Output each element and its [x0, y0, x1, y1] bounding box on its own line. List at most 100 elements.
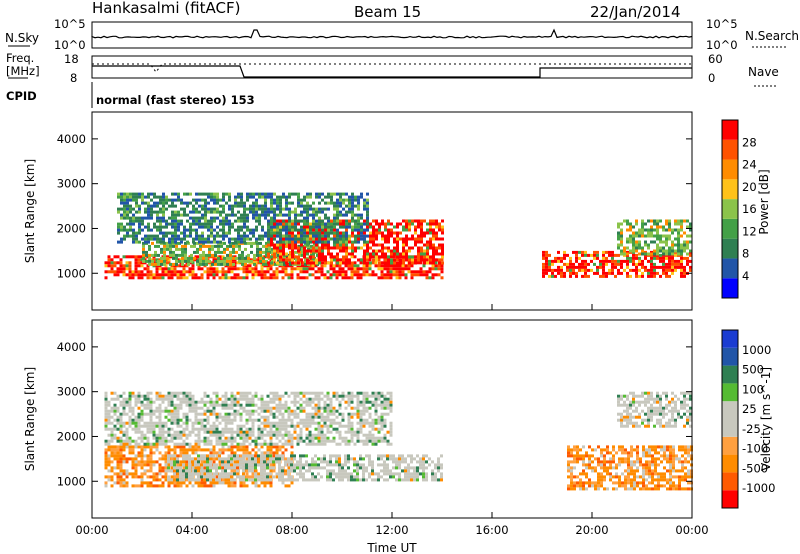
power-cell [294, 192, 297, 196]
power-cell [656, 256, 659, 260]
velocity-cell [155, 436, 159, 440]
velocity-cell [266, 415, 270, 419]
velocity-cell [290, 460, 293, 464]
power-cell [173, 270, 177, 274]
velocity-cell [137, 427, 141, 431]
power-cell [255, 219, 258, 223]
power-cell [366, 219, 369, 223]
velocity-cell [293, 394, 297, 398]
velocity-cell [284, 400, 288, 404]
velocity-cell [197, 454, 200, 458]
power-cell [300, 225, 303, 229]
velocity-cell [221, 460, 224, 464]
power-cell [351, 213, 354, 217]
velocity-cell [188, 466, 191, 470]
velocity-cell [245, 394, 249, 398]
velocity-cell [347, 457, 350, 461]
velocity-cell [230, 430, 234, 434]
power-cell [284, 273, 288, 277]
velocity-cell [209, 454, 212, 458]
power-cell [369, 237, 372, 241]
velocity-cell [215, 418, 219, 422]
velocity-cell [413, 472, 416, 476]
power-cell [399, 222, 402, 226]
power-cell [192, 198, 195, 202]
velocity-cell [290, 424, 294, 428]
power-cell [671, 243, 674, 247]
velocity-cell [122, 442, 126, 446]
velocity-cell [287, 463, 291, 467]
power-cell [354, 213, 357, 217]
power-cell [384, 252, 387, 256]
power-cell [199, 253, 202, 257]
velocity-cell [227, 418, 231, 422]
velocity-cell [146, 445, 150, 449]
power-cell [659, 265, 662, 269]
velocity-cell [128, 400, 132, 404]
power-cell [680, 252, 683, 256]
power-cell [354, 237, 357, 241]
power-cell [172, 253, 175, 257]
power-cell [252, 195, 255, 199]
power-cell [419, 261, 423, 265]
velocity-cell [188, 442, 192, 446]
power-cell [668, 259, 671, 263]
velocity-cell [206, 442, 210, 446]
power-cell [294, 216, 297, 220]
power-cell [393, 246, 396, 250]
velocity-cell [410, 454, 413, 458]
power-cell [308, 273, 312, 277]
velocity-cell [431, 472, 434, 476]
power-cell [380, 264, 384, 268]
power-cell [584, 253, 587, 257]
velocity-cell [224, 415, 228, 419]
velocity-cell [116, 427, 120, 431]
power-cell [321, 228, 324, 232]
power-cell [148, 244, 151, 248]
power-cell [614, 262, 617, 266]
power-cell [338, 264, 342, 268]
power-cell [414, 240, 417, 244]
velocity-cell [275, 472, 279, 476]
power-cell [206, 267, 210, 271]
power-cell [410, 273, 414, 277]
power-cell [315, 213, 318, 217]
velocity-cell [128, 394, 132, 398]
power-cell [279, 258, 282, 262]
velocity-cell [338, 460, 341, 464]
velocity-cell [176, 475, 180, 479]
power-cell [363, 261, 366, 265]
power-cell [638, 228, 641, 232]
power-cell [426, 249, 429, 253]
power-cell [377, 276, 381, 280]
power-cell [171, 210, 174, 214]
velocity-cell [194, 421, 198, 425]
power-cell [641, 274, 644, 278]
power-cell [674, 249, 677, 253]
power-cell [417, 222, 420, 226]
velocity-cell [293, 409, 297, 413]
power-cell [303, 246, 306, 250]
power-cell [270, 207, 273, 211]
velocity-cell [281, 472, 284, 476]
power-cell [393, 237, 396, 241]
velocity-cell [230, 460, 233, 464]
velocity-cell [368, 454, 371, 458]
power-cell [209, 273, 213, 277]
velocity-cell [254, 439, 258, 443]
velocity-cell [176, 466, 179, 470]
power-cell [387, 231, 390, 235]
power-cell [231, 225, 234, 229]
power-cell [671, 262, 674, 266]
velocity-cell [221, 481, 225, 485]
velocity-cell [266, 466, 269, 470]
velocity-cell [230, 451, 234, 455]
power-cell [545, 271, 548, 275]
power-cell [665, 234, 668, 238]
power-cell [159, 198, 162, 202]
velocity-cell [170, 394, 174, 398]
power-cell [312, 261, 315, 265]
velocity-cell [326, 472, 329, 476]
noise-sky-label: N.Sky [5, 31, 39, 45]
power-cell [545, 265, 548, 269]
